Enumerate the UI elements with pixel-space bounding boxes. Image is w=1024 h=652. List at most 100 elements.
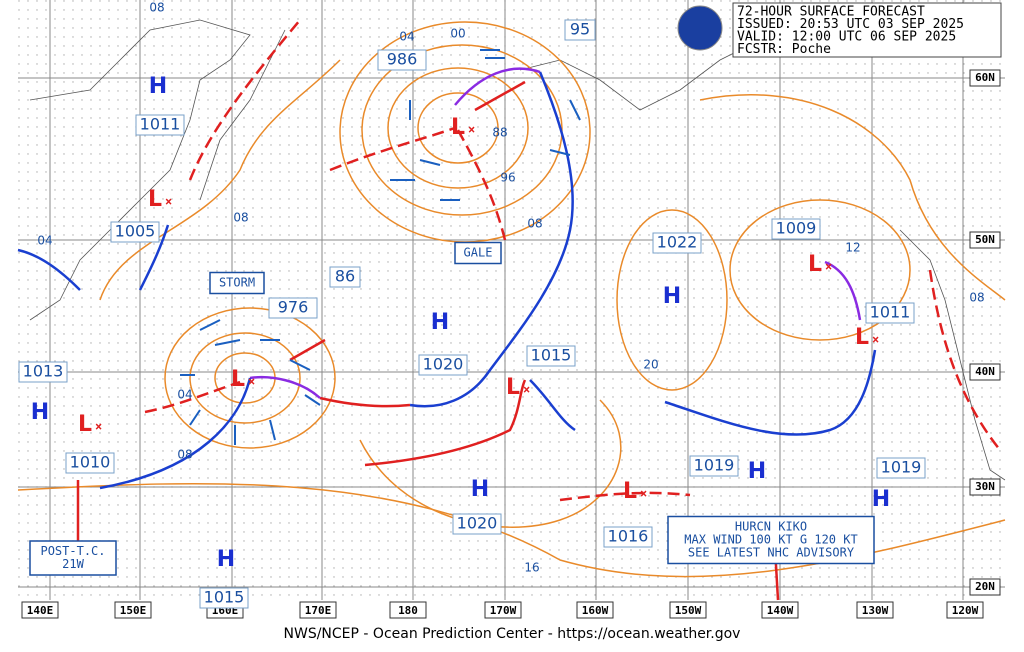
low-x: × [825, 260, 832, 274]
forecast-pressure-box [564, 19, 596, 41]
low-x: × [468, 123, 475, 137]
lon-label: 120W [952, 604, 979, 617]
grid [18, 0, 1005, 600]
footer: NWS/NCEP - Ocean Prediction Center - htt… [284, 626, 741, 642]
lat-label-box [969, 363, 1001, 381]
low-center: L [78, 412, 92, 437]
forecast-pressure: 95 [570, 20, 590, 39]
header-line: VALID: 12:00 UTC 06 SEP 2025 [737, 30, 956, 45]
advisory-text: MAX WIND 100 KT G 120 KT [684, 533, 857, 547]
low-center: L [855, 325, 869, 350]
advisory-text: 21W [62, 557, 84, 571]
center-pressure-box [603, 526, 653, 548]
isobar-label: 96 [500, 171, 515, 185]
center-pressure-box [526, 345, 576, 367]
low-x: × [165, 195, 172, 209]
lon-label: 140E [27, 604, 54, 617]
lat-label-box [969, 231, 1001, 249]
isobar-label: 00 [450, 27, 465, 41]
forecast-pressure-box [329, 266, 361, 288]
low-center: L [506, 375, 520, 400]
center-pressure-box [652, 232, 702, 254]
isobar-label: 12 [845, 241, 860, 255]
center-pressure-box [771, 218, 821, 240]
low-x: × [523, 383, 530, 397]
lat-label-box [969, 478, 1001, 496]
center-pressure: 1020 [423, 355, 464, 374]
low-x: × [95, 420, 102, 434]
advisory-text: POST-T.C. [40, 544, 105, 558]
advisory-text: STORM [219, 276, 255, 290]
advisory-box [209, 271, 265, 295]
lat-label-box [969, 69, 1001, 87]
center-pressure-box [876, 457, 926, 479]
advisory-text: SEE LATEST NHC ADVISORY [688, 546, 855, 560]
low-center: L [451, 115, 465, 140]
lon-label: 150E [120, 604, 147, 617]
lon-label-box [299, 601, 337, 619]
low-center: L [808, 252, 822, 277]
lon-label-box [761, 601, 799, 619]
header-line: ISSUED: 20:53 UTC 03 SEP 2025 [737, 17, 964, 32]
isobar-label: 20 [643, 358, 658, 372]
lon-label: 180 [398, 604, 418, 617]
header-line: 72-HOUR SURFACE FORECAST [737, 5, 925, 20]
advisory-text: GALE [464, 246, 493, 260]
lat-label: 60N [975, 71, 995, 84]
wind-barbs [180, 49, 581, 445]
lon-label-box [114, 601, 152, 619]
center-pressure: 1011 [870, 303, 911, 322]
center-pressure-box [865, 302, 915, 324]
low-x: × [248, 375, 255, 389]
isobar-label: 04 [399, 30, 414, 44]
high-center: H [872, 487, 890, 512]
fronts [17, 19, 1001, 502]
isobar-label: 04 [37, 234, 52, 248]
center-pressure: 1016 [608, 527, 649, 546]
center-pressure-box [18, 361, 68, 383]
high-center: H [31, 400, 49, 425]
center-pressure: 1005 [115, 222, 156, 241]
center-pressure: 1015 [531, 346, 572, 365]
high-center: H [663, 284, 681, 309]
header-line: FCSTR: Poche [737, 42, 831, 57]
center-pressure-box [135, 114, 185, 136]
lon-label: 170E [305, 604, 332, 617]
center-pressure: 1010 [70, 453, 111, 472]
lat-label: 30N [975, 480, 995, 493]
lon-label: 170W [490, 604, 517, 617]
low-center: L [623, 479, 637, 504]
isobar-label: 08 [233, 211, 248, 225]
center-pressure: 1020 [457, 514, 498, 533]
lon-label-box [856, 601, 894, 619]
isobar-label: 08 [177, 448, 192, 462]
isobar-label: 08 [527, 217, 542, 231]
lon-label: 140W [767, 604, 794, 617]
advisory-box [667, 515, 875, 565]
center-pressure: 1019 [694, 456, 735, 475]
isobar-label: 16 [524, 561, 539, 575]
isobar-label: 08 [149, 1, 164, 15]
isobar-label: 08 [969, 291, 984, 305]
center-pressure-box [65, 452, 115, 474]
high-center: H [748, 459, 766, 484]
center-pressure-box [199, 587, 249, 609]
center-pressure: 1015 [204, 588, 245, 607]
center-pressure-box [452, 513, 502, 535]
isobar-label: 04 [177, 388, 192, 402]
lon-label-box [946, 601, 984, 619]
low-x: × [640, 487, 647, 501]
lon-label: 130W [862, 604, 889, 617]
center-pressure-box [268, 297, 318, 319]
center-pressure-box [689, 455, 739, 477]
map-area [18, 0, 1005, 600]
header [677, 2, 1002, 58]
advisory-box [29, 540, 117, 576]
forecast-pressure: 86 [335, 267, 355, 286]
low-x: × [872, 333, 879, 347]
center-pressure: 1019 [881, 458, 922, 477]
lon-label-box [484, 601, 522, 619]
lon-label-box [576, 601, 614, 619]
center-pressure: 976 [278, 298, 309, 317]
